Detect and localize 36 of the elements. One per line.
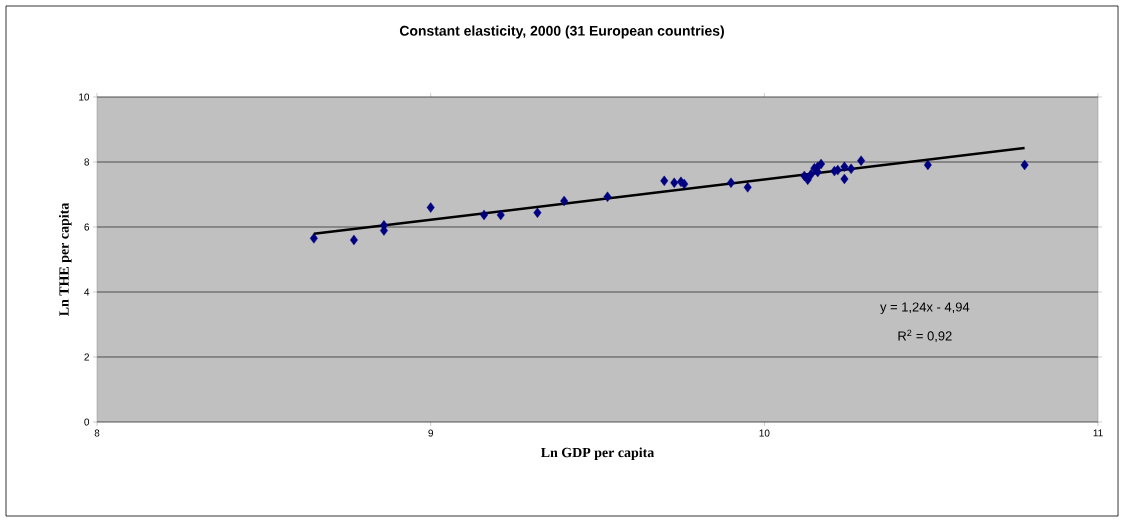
y-tick-label: 10	[79, 93, 90, 101]
annotation: R$^{2}$ = 0,92	[898, 329, 952, 343]
point	[743, 182, 752, 193]
point	[603, 191, 612, 202]
y-tick-label: 0	[84, 418, 90, 426]
y-axis-title: Ln THE per capita	[58, 202, 72, 317]
x-tick-label: 9	[428, 429, 433, 437]
x-tick-label: 8	[94, 429, 100, 437]
point	[840, 173, 849, 185]
point	[847, 163, 856, 175]
y-tick-label: 2	[84, 353, 89, 361]
x-tick-label: 10	[759, 429, 770, 437]
point	[349, 234, 358, 246]
point	[309, 233, 318, 244]
point	[496, 209, 505, 221]
point	[807, 169, 816, 180]
point	[857, 155, 866, 166]
y-tick-label: 8	[84, 158, 90, 166]
point	[817, 158, 826, 170]
point	[660, 175, 669, 187]
point	[727, 177, 735, 188]
point	[1020, 159, 1029, 171]
point	[840, 161, 849, 173]
chart-title: Constant elasticity, 2000 (31 European countries)	[399, 25, 724, 39]
point	[426, 202, 435, 213]
x-axis-title: Ln GDP per capita	[540, 447, 655, 461]
point	[533, 207, 542, 218]
point	[480, 209, 489, 221]
y-tick-label: 4	[84, 288, 90, 296]
point	[670, 177, 679, 188]
point	[680, 178, 689, 190]
point	[560, 195, 569, 207]
annotation: y = 1,24x - 4,94	[880, 302, 970, 315]
point	[923, 159, 932, 171]
x-tick-label: 11	[1093, 429, 1103, 437]
y-tick-label: 6	[84, 223, 90, 231]
